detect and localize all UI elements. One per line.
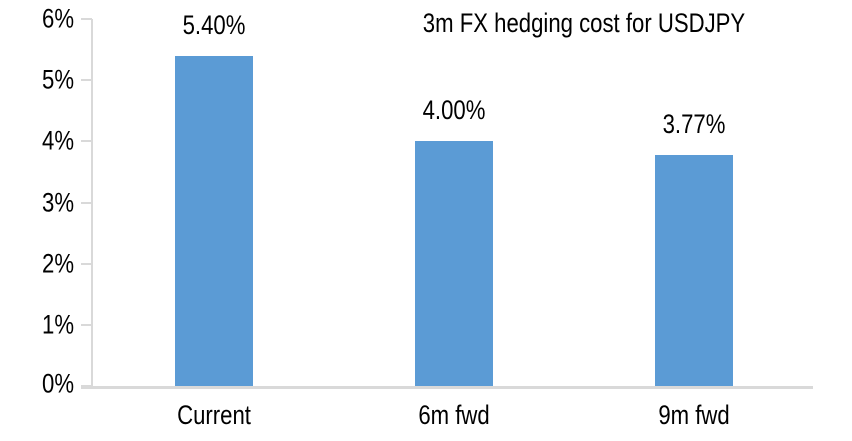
bar-current <box>175 56 253 386</box>
y-axis-tick-label-2: 2% <box>41 248 74 279</box>
y-axis-tick-label-0: 0% <box>41 368 74 399</box>
x-axis-line <box>81 386 813 389</box>
y-axis-line <box>91 19 93 387</box>
chart-title: 3m FX hedging cost for USDJPY <box>422 8 746 38</box>
y-axis-tick-label-5: 5% <box>41 64 74 95</box>
x-axis-category-label-6m-fwd: 6m fwd <box>418 400 490 430</box>
y-axis-tick <box>81 202 92 204</box>
data-label-9m-fwd: 3.77% <box>662 109 726 139</box>
x-axis-category-label-9m-fwd: 9m fwd <box>658 400 730 430</box>
y-axis-tick-label-3: 3% <box>41 187 74 218</box>
bar-9m-fwd <box>655 155 733 386</box>
y-axis-tick-label-1: 1% <box>41 309 74 340</box>
data-label-current: 5.40% <box>182 10 246 40</box>
y-axis-tick <box>81 324 92 326</box>
bar-6m-fwd <box>415 141 493 386</box>
data-label-6m-fwd: 4.00% <box>422 95 486 125</box>
y-axis-tick-label-4: 4% <box>41 125 74 156</box>
y-axis-tick <box>81 18 92 20</box>
y-axis-tick <box>81 79 92 81</box>
y-axis-tick <box>81 263 92 265</box>
y-axis-tick-label-6: 6% <box>41 3 74 34</box>
x-axis-category-label-current: Current <box>177 400 251 430</box>
y-axis-tick <box>81 140 92 142</box>
